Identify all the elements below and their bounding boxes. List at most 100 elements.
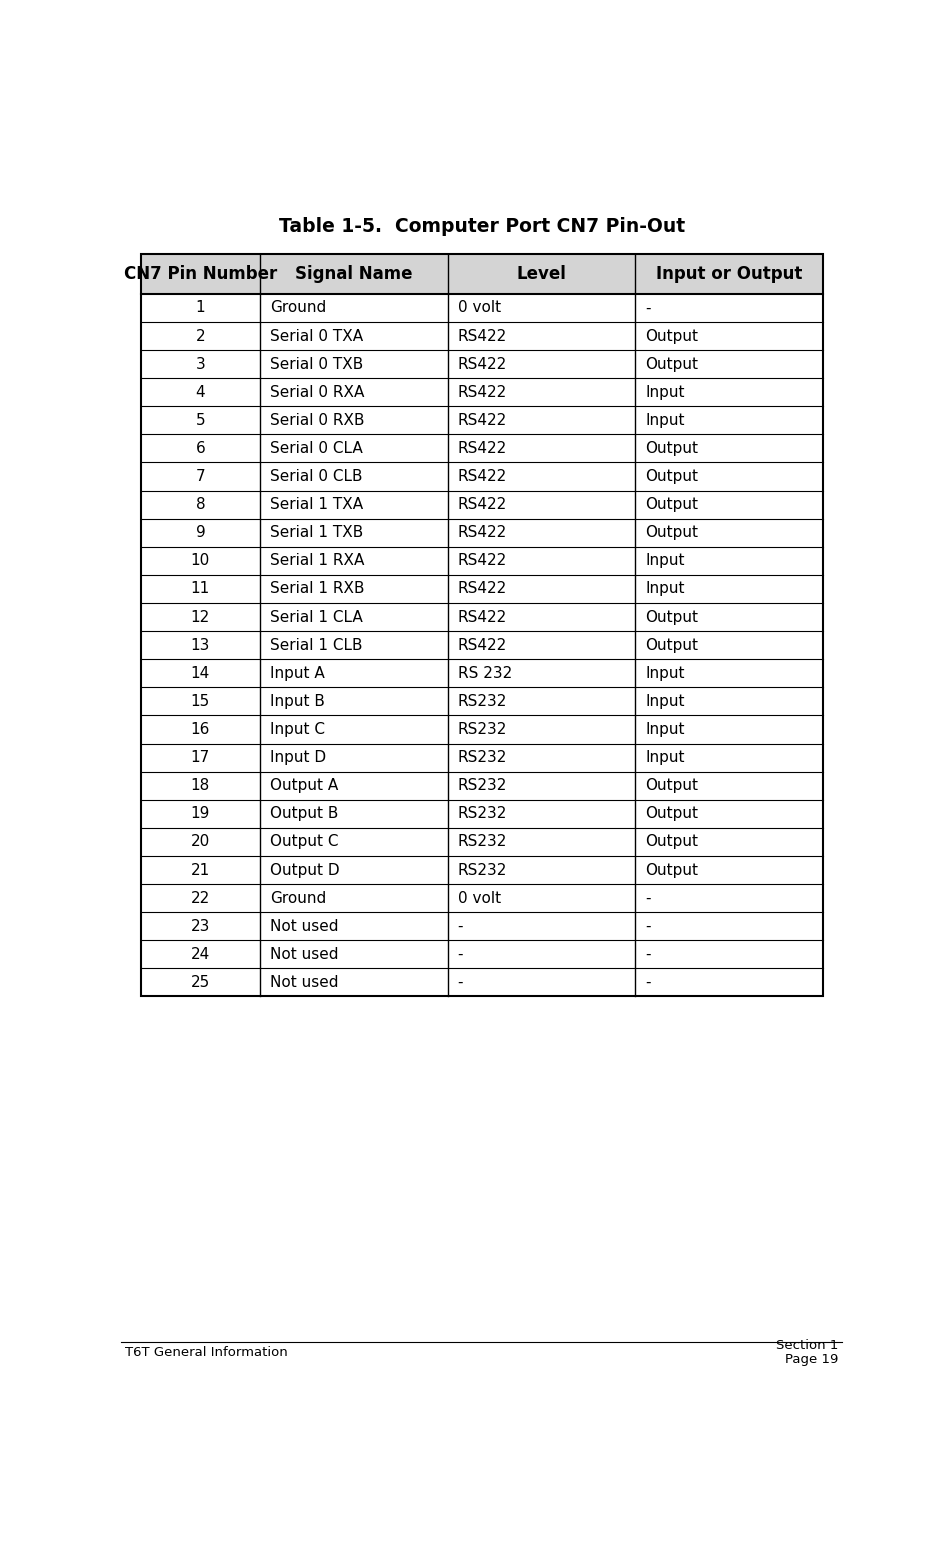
- Bar: [141, 547, 260, 574]
- Bar: [447, 293, 635, 323]
- Bar: [141, 800, 260, 828]
- Bar: [635, 715, 822, 744]
- Bar: [260, 913, 447, 940]
- Text: Input: Input: [645, 412, 684, 428]
- Text: Ground: Ground: [270, 891, 326, 906]
- Text: Not used: Not used: [270, 974, 338, 990]
- Bar: [260, 715, 447, 744]
- Text: Input B: Input B: [270, 693, 325, 709]
- Text: 12: 12: [191, 610, 210, 625]
- Text: Serial 1 RXB: Serial 1 RXB: [270, 582, 365, 596]
- Bar: [260, 885, 447, 913]
- Bar: [141, 940, 260, 968]
- Bar: [635, 828, 822, 855]
- Text: RS232: RS232: [458, 750, 507, 766]
- Text: Output: Output: [645, 638, 698, 653]
- Text: 24: 24: [191, 946, 210, 962]
- Bar: [635, 940, 822, 968]
- Bar: [447, 772, 635, 800]
- Bar: [260, 378, 447, 406]
- Bar: [141, 744, 260, 772]
- Text: Input: Input: [645, 723, 684, 736]
- Text: RS232: RS232: [458, 863, 507, 877]
- Bar: [260, 547, 447, 574]
- Text: Input A: Input A: [270, 665, 325, 681]
- Bar: [447, 323, 635, 350]
- Bar: [635, 253, 822, 293]
- Bar: [141, 885, 260, 913]
- Bar: [141, 913, 260, 940]
- Text: -: -: [458, 946, 463, 962]
- Bar: [260, 659, 447, 687]
- Text: Serial 1 RXA: Serial 1 RXA: [270, 553, 365, 568]
- Bar: [635, 519, 822, 547]
- Text: 10: 10: [191, 553, 210, 568]
- Bar: [447, 434, 635, 463]
- Bar: [447, 253, 635, 293]
- Bar: [260, 631, 447, 659]
- Bar: [260, 253, 447, 293]
- Text: RS422: RS422: [458, 357, 507, 372]
- Bar: [635, 913, 822, 940]
- Bar: [260, 968, 447, 996]
- Bar: [141, 968, 260, 996]
- Text: Output: Output: [645, 778, 698, 794]
- Bar: [260, 350, 447, 378]
- Text: RS422: RS422: [458, 497, 507, 513]
- Bar: [447, 687, 635, 715]
- Bar: [447, 574, 635, 604]
- Bar: [635, 323, 822, 350]
- Bar: [447, 913, 635, 940]
- Bar: [260, 463, 447, 491]
- Text: RS232: RS232: [458, 693, 507, 709]
- Text: Ground: Ground: [270, 301, 326, 315]
- Text: Serial 1 TXB: Serial 1 TXB: [270, 525, 364, 540]
- Text: 19: 19: [191, 806, 211, 821]
- Text: Serial 0 CLB: Serial 0 CLB: [270, 469, 363, 483]
- Bar: [635, 968, 822, 996]
- Bar: [260, 828, 447, 855]
- Bar: [635, 604, 822, 631]
- Bar: [635, 434, 822, 463]
- Text: Input C: Input C: [270, 723, 325, 736]
- Text: Output: Output: [645, 357, 698, 372]
- Text: 6: 6: [196, 442, 205, 455]
- Bar: [260, 604, 447, 631]
- Text: RS422: RS422: [458, 329, 507, 343]
- Bar: [260, 687, 447, 715]
- Text: Serial 1 CLA: Serial 1 CLA: [270, 610, 363, 625]
- Bar: [260, 491, 447, 519]
- Text: RS422: RS422: [458, 384, 507, 400]
- Text: -: -: [645, 946, 650, 962]
- Text: 16: 16: [191, 723, 211, 736]
- Bar: [260, 434, 447, 463]
- Bar: [635, 547, 822, 574]
- Text: Output C: Output C: [270, 834, 338, 849]
- Bar: [260, 323, 447, 350]
- Bar: [260, 940, 447, 968]
- Bar: [447, 631, 635, 659]
- Bar: [141, 378, 260, 406]
- Text: RS232: RS232: [458, 834, 507, 849]
- Bar: [447, 800, 635, 828]
- Bar: [635, 631, 822, 659]
- Text: Not used: Not used: [270, 946, 338, 962]
- Bar: [447, 491, 635, 519]
- Bar: [447, 659, 635, 687]
- Bar: [141, 519, 260, 547]
- Bar: [141, 715, 260, 744]
- Bar: [141, 772, 260, 800]
- Text: RS422: RS422: [458, 610, 507, 625]
- Bar: [635, 687, 822, 715]
- Text: Input: Input: [645, 693, 684, 709]
- Text: Input D: Input D: [270, 750, 326, 766]
- Text: Serial 0 RXB: Serial 0 RXB: [270, 412, 365, 428]
- Text: 11: 11: [191, 582, 210, 596]
- Text: 13: 13: [191, 638, 211, 653]
- Bar: [635, 491, 822, 519]
- Text: Output B: Output B: [270, 806, 338, 821]
- Bar: [447, 940, 635, 968]
- Bar: [141, 406, 260, 434]
- Bar: [635, 406, 822, 434]
- Bar: [141, 659, 260, 687]
